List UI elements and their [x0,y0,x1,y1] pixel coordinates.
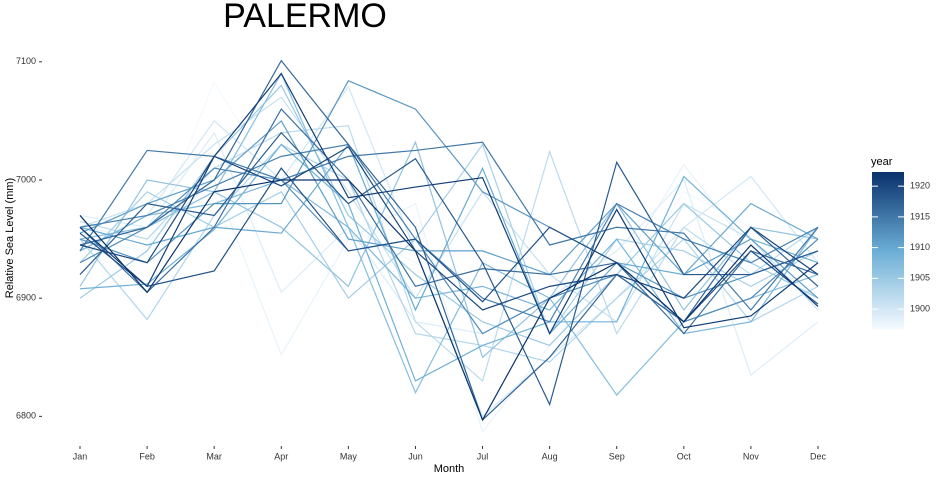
series-line [79,179,819,422]
x-tick-label: Aug [542,451,558,461]
colorbar-tick-label: 1910 [910,242,930,252]
y-axis-label: Relative Sea Level (mm) [4,178,16,298]
series-line [79,72,819,336]
y-tick-label: 7000 [16,174,36,184]
x-tick-label: Sep [609,451,625,461]
series-line [79,59,819,421]
x-tick-label: Apr [274,451,288,461]
series-line [79,84,819,347]
x-tick-label: Dec [810,451,827,461]
series-line [79,131,819,376]
series-line [79,140,819,359]
colorbar-tick-label: 1915 [910,211,930,221]
x-tick-label: Nov [743,451,760,461]
series-line [79,108,819,335]
colorbar [872,172,904,330]
series-line [79,85,819,418]
series-line [79,179,819,335]
series-line [79,143,819,363]
series-line [79,72,819,397]
legend-title: year [871,156,893,168]
x-axis-label: Month [434,463,465,475]
series-line [79,119,819,299]
series-line [79,143,819,335]
series-line [79,96,819,323]
chart-title: PALERMO [223,0,387,35]
colorbar-tick-label: 1900 [910,303,930,313]
series-line [79,124,819,382]
y-tick-label: 6800 [16,411,36,421]
colorbar-tick-label: 1905 [910,273,930,283]
x-tick-label: Mar [206,451,222,461]
x-tick-label: Jan [73,451,88,461]
y-tick-label: 6900 [16,293,36,303]
x-tick-label: May [340,451,358,461]
series-line [79,146,819,311]
series-line [79,167,819,323]
x-tick-label: Jun [408,451,423,461]
series-line [79,143,819,323]
series-line [79,141,819,311]
x-tick-label: Jul [477,451,489,461]
y-tick-label: 7100 [16,56,36,66]
x-tick-label: Oct [677,451,692,461]
series-line [79,143,819,335]
colorbar-tick-label: 1920 [910,181,930,191]
x-tick-label: Feb [139,451,155,461]
series-line [79,131,819,407]
